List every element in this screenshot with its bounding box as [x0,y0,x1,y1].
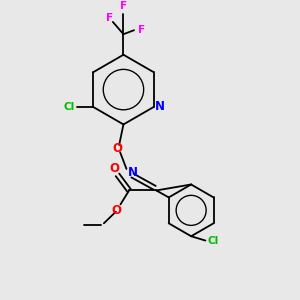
Text: F: F [120,1,127,11]
Text: Cl: Cl [208,236,219,246]
Text: F: F [106,13,113,22]
Text: N: N [128,166,138,179]
Text: O: O [109,162,119,176]
Text: F: F [138,25,145,35]
Text: O: O [112,142,122,155]
Text: O: O [112,204,122,217]
Text: N: N [154,100,165,113]
Text: Cl: Cl [64,102,75,112]
